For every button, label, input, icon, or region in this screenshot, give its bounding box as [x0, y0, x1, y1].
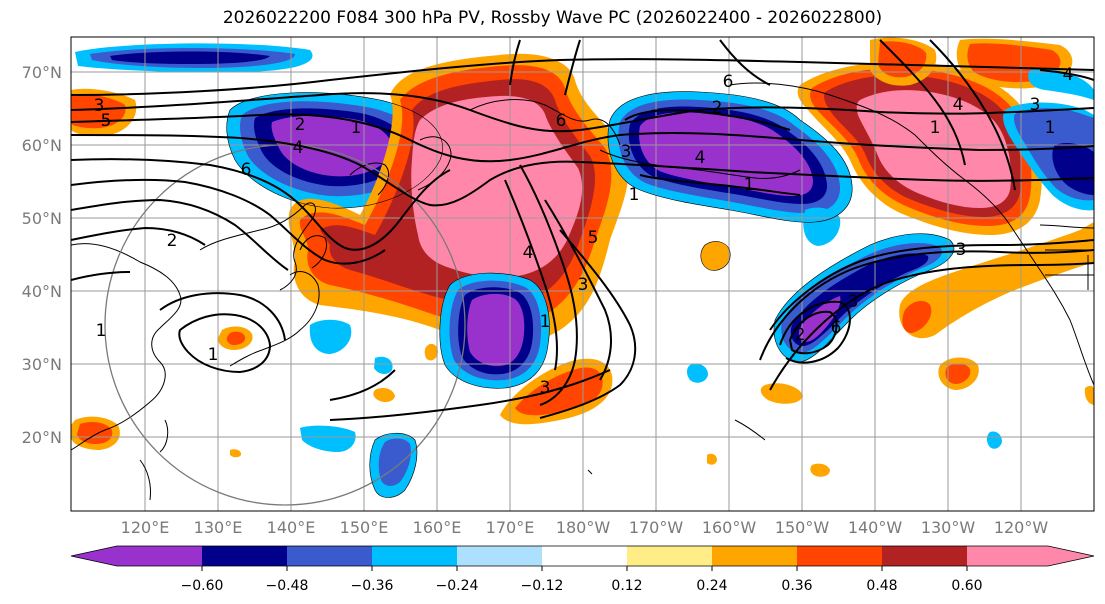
contour-label: 6	[556, 111, 567, 131]
fill-outlines	[226, 91, 955, 498]
colorbar-tick-label: 0.12	[611, 578, 642, 594]
colorbar-segment	[372, 546, 457, 566]
colorbar-outline	[70, 545, 1095, 567]
colorbar-segment	[542, 546, 627, 566]
contour-label: 1	[930, 118, 941, 138]
contour-label: 3	[578, 275, 589, 295]
colorbar-tick-label: −0.12	[521, 578, 564, 594]
lon-label: 160°E	[413, 518, 462, 537]
colorbar-tick-label: −0.60	[181, 578, 224, 594]
colorbar-segment	[202, 546, 287, 566]
contour-label: 6	[723, 72, 734, 92]
contour-label: 1	[351, 118, 362, 138]
colorbar-segment	[627, 546, 712, 566]
lon-label: 170°E	[486, 518, 535, 537]
graticule	[71, 37, 1094, 511]
lat-label: 50°N	[22, 209, 62, 228]
lon-label: 140°E	[267, 518, 316, 537]
contour-label: 4	[523, 243, 534, 263]
contour-label: 1	[540, 312, 551, 332]
lon-label: 120°E	[121, 518, 170, 537]
colorbar-segment	[882, 546, 967, 566]
lon-label: 150°E	[340, 518, 389, 537]
contour-label: 6	[241, 160, 252, 180]
colorbar-tick-label: −0.24	[436, 578, 479, 594]
contour-label: 3	[94, 96, 105, 116]
colorbar-segment	[797, 546, 882, 566]
colorbar-tick-label: 0.60	[951, 578, 982, 594]
colorbar-segment	[287, 546, 372, 566]
contour-label: 2	[712, 98, 723, 118]
contour-label: 1	[208, 345, 219, 365]
lon-label: 140°W	[848, 518, 903, 537]
lon-label: 120°W	[994, 518, 1049, 537]
contour-label: 1	[96, 321, 107, 341]
contour-label: 1	[1045, 118, 1056, 138]
colorbar-tick-label: 0.24	[696, 578, 727, 594]
colorbar-extend-right	[967, 546, 1094, 566]
contour-label: 2	[295, 115, 306, 135]
contour-label: 3	[540, 378, 551, 398]
map-title: 2026022200 F084 300 hPa PV, Rossby Wave …	[222, 8, 883, 28]
contour-label: 5	[588, 228, 599, 248]
contour-label: 4	[293, 138, 304, 158]
lat-label: 60°N	[22, 136, 62, 155]
colorbar-tick-label: 0.36	[781, 578, 812, 594]
lon-label: 130°W	[921, 518, 976, 537]
contour-label: 1	[744, 175, 755, 195]
contour-label: 5	[101, 111, 112, 131]
lat-label: 20°N	[22, 428, 62, 447]
contour-label: 2	[795, 325, 806, 345]
pv-contours	[71, 39, 1094, 421]
contour-label: 4	[953, 95, 964, 115]
colorbar-extend-left	[71, 546, 117, 566]
contour-label: 6	[831, 318, 842, 338]
radius-circle	[104, 144, 466, 506]
lon-label: 130°E	[194, 518, 243, 537]
map-frame	[70, 36, 1095, 512]
contour-label: 4	[1063, 65, 1074, 85]
colorbar: −0.60 −0.48 −0.36 −0.24 −0.12 0.12 0.24 …	[70, 545, 1095, 594]
colorbar-segment	[712, 546, 797, 566]
lon-label: 160°W	[702, 518, 757, 537]
contour-label: 3	[848, 292, 859, 312]
colorbar-tick-label: −0.36	[351, 578, 394, 594]
colorbar-segment	[457, 546, 542, 566]
colorbar-segment	[117, 546, 202, 566]
contour-label: 3	[621, 142, 632, 162]
lat-label: 40°N	[22, 282, 62, 301]
lon-label: 180°W	[556, 518, 611, 537]
contour-labels: 3 5 2 1 4 6 2 1 3 6 1 4 5 3 1 4 2 6 3 3 …	[94, 65, 1074, 398]
lat-label: 30°N	[22, 355, 62, 374]
contour-label: 2	[167, 231, 178, 251]
contour-label: 1	[629, 185, 640, 205]
colorbar-tick-label: 0.48	[866, 578, 897, 594]
lon-label: 170°W	[629, 518, 684, 537]
latitude-labels: 70°N 60°N 50°N 40°N 30°N 20°N	[22, 63, 62, 447]
lon-label: 150°W	[775, 518, 830, 537]
longitude-labels: 120°E 130°E 140°E 150°E 160°E 170°E 180°…	[121, 518, 1049, 537]
coastlines	[71, 82, 1094, 501]
contour-label: 4	[695, 148, 706, 168]
contour-label: 3	[1030, 95, 1041, 115]
colorbar-tick-label: −0.48	[266, 578, 309, 594]
contour-label: 3	[956, 240, 967, 260]
lat-label: 70°N	[22, 63, 62, 82]
